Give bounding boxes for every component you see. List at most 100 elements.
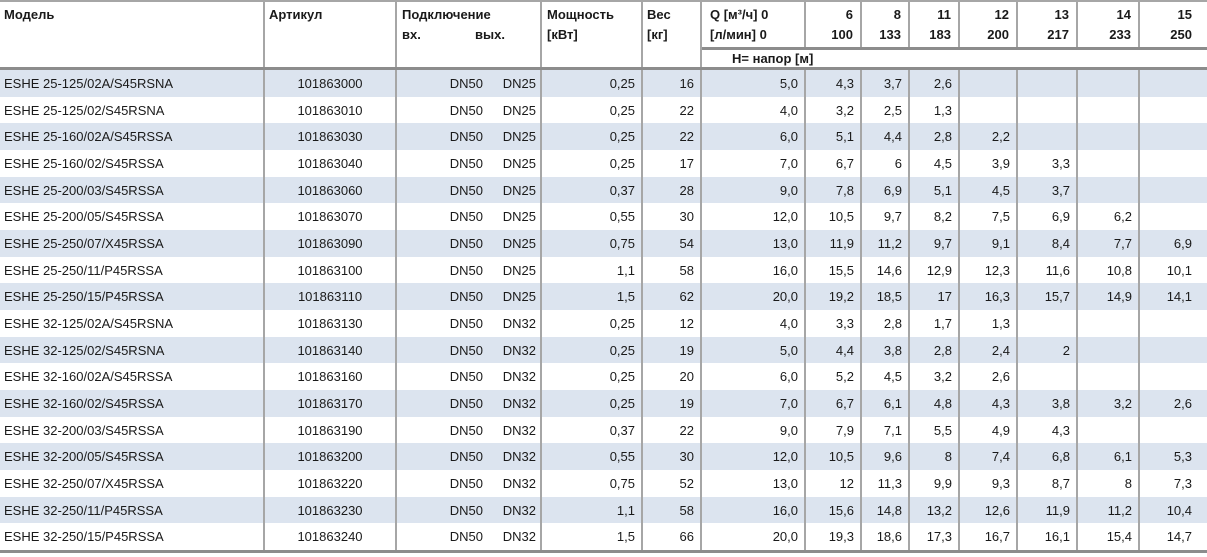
- column-header-power-unit: [кВт]: [547, 27, 578, 42]
- model-cell: ESHE 32-160/02/S45RSSA: [0, 390, 265, 417]
- connection-cell: DN50 DN25: [397, 123, 542, 151]
- connection-out-value: DN32: [502, 529, 536, 545]
- flow-m3h-value: 6: [845, 7, 853, 22]
- head-q11-cell: 1,7: [910, 310, 960, 337]
- weight-cell: 52: [643, 470, 702, 497]
- power-cell: 0,25: [542, 390, 643, 417]
- weight-cell: 66: [643, 523, 702, 551]
- head-q13-cell: [1018, 310, 1078, 337]
- model-cell: ESHE 32-250/15/P45RSSA: [0, 523, 265, 551]
- flow-m3h-value: 15: [1177, 7, 1192, 22]
- power-cell: 0,37: [542, 416, 643, 444]
- head-q11-cell: 9,9: [910, 470, 960, 497]
- model-cell: ESHE 25-250/11/P45RSSA: [0, 256, 265, 284]
- head-row-label: Н= напор [м]: [732, 50, 814, 66]
- connection-cell: DN50 DN32: [397, 470, 542, 497]
- head-q11-cell: 2,8: [910, 123, 960, 151]
- connection-out-value: DN25: [502, 235, 536, 251]
- head-q8-cell: 3,7: [862, 70, 910, 97]
- flow-m3h-value: 8: [893, 7, 901, 22]
- model-cell: ESHE 25-125/02A/S45RSNA: [0, 70, 265, 97]
- head-q12-cell: 4,3: [960, 390, 1018, 417]
- head-q15-cell: 10,1: [1166, 262, 1192, 278]
- article-cell: 101863160: [265, 363, 397, 391]
- head-q0-cell: 12,0: [702, 203, 806, 231]
- flow-m3h-value: 14: [1116, 7, 1131, 22]
- head-q8-cell: 18,5: [862, 283, 910, 311]
- article-cell: 101863060: [265, 176, 397, 204]
- flow-lmin-value: 183: [929, 27, 951, 42]
- flow-lmin-value: 250: [1170, 27, 1192, 42]
- head-q11-cell: 9,7: [910, 230, 960, 257]
- connection-in-value: DN50: [449, 289, 483, 305]
- connection-in-value: DN50: [449, 315, 483, 331]
- article-cell: 101863070: [265, 203, 397, 231]
- power-cell: 1,5: [542, 283, 643, 311]
- head-q13-cell: 15,7: [1018, 283, 1078, 311]
- power-cell: 0,25: [542, 150, 643, 177]
- head-q0-cell: 5,0: [702, 70, 806, 97]
- head-q6-cell: 10,5: [806, 203, 862, 231]
- table-row: ESHE 25-125/02A/S45RSNA 101863000 DN50 D…: [0, 70, 1207, 97]
- connection-out-value: DN25: [502, 75, 536, 91]
- connection-out-value: DN25: [502, 102, 536, 118]
- connection-cell: DN50 DN32: [397, 363, 542, 391]
- weight-cell: 58: [643, 256, 702, 284]
- head-q8-cell: 18,6: [862, 523, 910, 551]
- table-row: ESHE 32-200/03/S45RSSA 101863190 DN50 DN…: [0, 416, 1207, 444]
- head-q8-cell: 2,8: [862, 310, 910, 337]
- head-q6-cell: 19,3: [806, 523, 862, 551]
- head-q8-cell: 9,6: [862, 443, 910, 471]
- connection-cell: DN50 DN32: [397, 416, 542, 444]
- connection-in-value: DN50: [449, 449, 483, 465]
- flow-m3h-value: 11: [937, 7, 951, 22]
- head-q6-cell: 7,8: [806, 176, 862, 204]
- weight-cell: 62: [643, 283, 702, 311]
- connection-in-value: DN50: [449, 262, 483, 278]
- head-q6-cell: 7,9: [806, 416, 862, 444]
- head-q12-cell: 2,2: [960, 123, 1018, 151]
- head-q6-cell: 19,2: [806, 283, 862, 311]
- head-q12-cell: 16,7: [960, 523, 1018, 551]
- power-cell: 1,1: [542, 256, 643, 284]
- connection-cell: DN50 DN32: [397, 310, 542, 337]
- head-q14-cell: [1078, 310, 1140, 337]
- connection-out-value: DN32: [502, 475, 536, 491]
- connection-in-value: DN50: [449, 395, 483, 411]
- connection-in-value: DN50: [449, 129, 483, 145]
- head-q0-cell: 4,0: [702, 310, 806, 337]
- weight-cell: 17: [643, 150, 702, 177]
- flow-unit-m3h: Q [м³/ч] 0: [710, 7, 769, 22]
- model-cell: ESHE 32-125/02A/S45RSNA: [0, 310, 265, 337]
- head-q12-cell: [960, 70, 1018, 97]
- table-row: ESHE 25-160/02A/S45RSSA 101863030 DN50 D…: [0, 123, 1207, 151]
- head-q13-cell: [1018, 123, 1078, 151]
- head-q12-cell: 9,3: [960, 470, 1018, 497]
- head-q15-cell: 5,3: [1173, 449, 1192, 465]
- head-q12-cell: 2,4: [960, 336, 1018, 364]
- power-cell: 0,25: [542, 123, 643, 151]
- head-q0-cell: 7,0: [702, 150, 806, 177]
- head-q11-cell: 2,6: [910, 70, 960, 97]
- head-q15-cell: 14,1: [1166, 289, 1192, 305]
- head-q11-cell: 4,5: [910, 150, 960, 177]
- table-row: ESHE 25-200/03/S45RSSA 101863060 DN50 DN…: [0, 176, 1207, 204]
- weight-cell: 22: [643, 416, 702, 444]
- head-q14-cell: 6,2: [1078, 203, 1140, 231]
- connection-in-value: DN50: [449, 75, 483, 91]
- model-cell: ESHE 25-160/02/S45RSSA: [0, 150, 265, 177]
- model-cell: ESHE 32-250/07/X45RSSA: [0, 470, 265, 497]
- head-q12-cell: 9,1: [960, 230, 1018, 257]
- table-row: ESHE 32-125/02/S45RSNA 101863140 DN50 DN…: [0, 336, 1207, 364]
- head-q8-cell: 6: [862, 150, 910, 177]
- connection-out-value: DN32: [502, 422, 536, 438]
- article-cell: 101863240: [265, 523, 397, 551]
- power-cell: 0,25: [542, 363, 643, 391]
- head-q15-cell: [1140, 310, 1207, 337]
- article-cell: 101863000: [265, 70, 397, 97]
- power-cell: 1,1: [542, 496, 643, 524]
- table-row: ESHE 25-250/07/X45RSSA 101863090 DN50 DN…: [0, 230, 1207, 257]
- connection-in-value: DN50: [449, 209, 483, 225]
- column-header-weight: Вес [кг]: [643, 2, 702, 67]
- table-row: ESHE 25-250/15/P45RSSA 101863110 DN50 DN…: [0, 283, 1207, 311]
